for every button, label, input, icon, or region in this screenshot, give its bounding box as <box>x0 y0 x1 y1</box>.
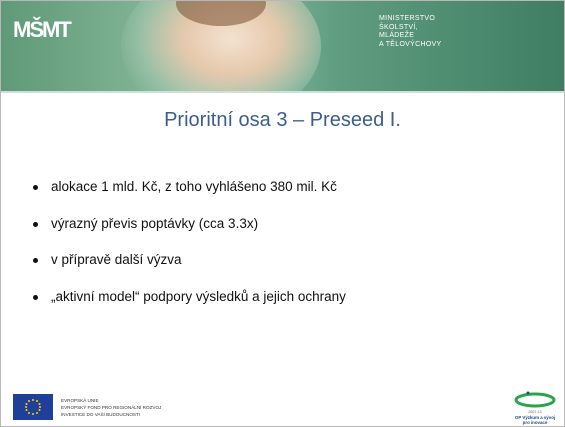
bullet-list: alokace 1 mld. Kč, z toho vyhlášeno 380 … <box>33 179 346 325</box>
swoosh <box>516 394 554 406</box>
eu-line: EVROPSKÝ FOND PRO REGIONÁLNÍ ROZVOJ <box>61 404 161 411</box>
bullet-item: výrazný převis poptávky (cca 3.3x) <box>33 216 346 253</box>
eu-line: INVESTICE DO VAŠÍ BUDOUCNOSTI <box>61 411 161 418</box>
slide: MŠMT MINISTERSTVOŠKOLSTVÍ,MLÁDEŽEA TĚLOV… <box>0 0 565 427</box>
slide-title: Prioritní osa 3 – Preseed I. <box>1 109 564 132</box>
bullet-item: v přípravě další výzva <box>33 252 346 289</box>
header-rule <box>1 91 564 93</box>
eu-flag <box>13 394 53 420</box>
op-logo: 2007-13 OP Výzkum a vývoj pro inovace <box>511 389 559 425</box>
ministry-line: MLÁDEŽE <box>379 32 442 41</box>
flag-bg <box>13 394 53 420</box>
op-swoosh <box>513 389 557 409</box>
eu-line: EVROPSKÁ UNIE <box>61 397 161 404</box>
ministry-line: MINISTERSTVO <box>379 15 442 24</box>
bullet-item: „aktivní model“ podpory výsledků a jejic… <box>33 289 346 326</box>
ministry-line: ŠKOLSTVÍ, <box>379 24 442 33</box>
ministry-line: A TĚLOVÝCHOVY <box>379 41 442 50</box>
bullet-item: alokace 1 mld. Kč, z toho vyhlášeno 380 … <box>33 179 346 216</box>
op-name: OP Výzkum a vývoj pro inovace <box>511 415 559 425</box>
dot <box>527 392 530 395</box>
logo: MŠMT <box>13 17 70 43</box>
